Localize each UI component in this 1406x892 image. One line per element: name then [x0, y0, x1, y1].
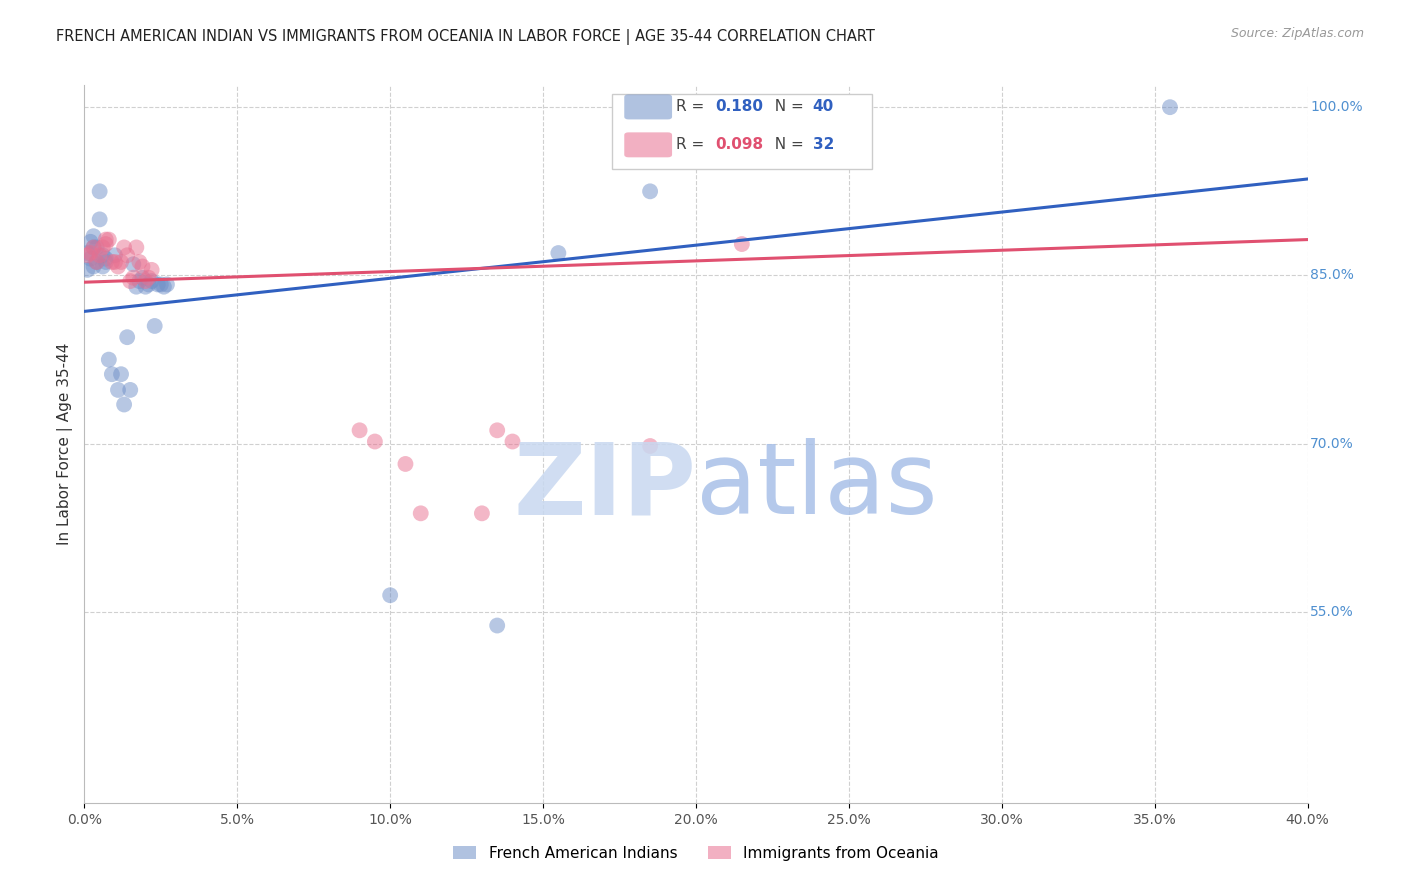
Text: Source: ZipAtlas.com: Source: ZipAtlas.com: [1230, 27, 1364, 40]
Point: [143, 318, 166, 333]
Point: [138, 270, 160, 285]
Point: [91, 248, 114, 262]
Point: [502, 434, 524, 449]
Point: [110, 255, 132, 269]
Point: [89, 212, 111, 227]
Point: [120, 274, 142, 288]
Point: [394, 457, 416, 471]
Point: [107, 383, 129, 397]
Point: [79, 246, 101, 260]
Point: [79, 252, 101, 266]
Point: [89, 248, 111, 262]
Point: [364, 434, 387, 449]
Text: 85.0%: 85.0%: [1310, 268, 1354, 283]
Point: [128, 255, 150, 269]
Point: [486, 618, 509, 632]
Point: [107, 260, 129, 274]
Point: [156, 277, 179, 292]
Point: [146, 277, 169, 292]
Point: [125, 279, 148, 293]
Point: [76, 263, 98, 277]
Point: [471, 506, 494, 520]
Point: [83, 240, 105, 254]
Text: 0.180: 0.180: [716, 99, 763, 114]
Point: [89, 184, 111, 198]
Text: FRENCH AMERICAN INDIAN VS IMMIGRANTS FROM OCEANIA IN LABOR FORCE | AGE 35-44 COR: FRENCH AMERICAN INDIAN VS IMMIGRANTS FRO…: [56, 29, 875, 45]
Point: [731, 237, 754, 252]
Point: [79, 235, 101, 249]
Text: atlas: atlas: [696, 438, 938, 535]
Text: 100.0%: 100.0%: [1310, 100, 1362, 114]
Point: [349, 423, 371, 437]
Point: [112, 240, 135, 254]
Text: 70.0%: 70.0%: [1310, 437, 1354, 450]
Point: [83, 240, 105, 254]
Text: N =: N =: [765, 137, 808, 153]
Point: [86, 255, 108, 269]
Text: 40: 40: [813, 99, 834, 114]
Point: [76, 246, 98, 260]
Point: [128, 274, 150, 288]
Point: [141, 274, 163, 288]
Point: [76, 248, 98, 262]
Point: [97, 233, 120, 247]
Point: [97, 352, 120, 367]
Point: [115, 330, 138, 344]
Point: [94, 252, 117, 266]
Point: [110, 368, 132, 382]
Point: [135, 279, 157, 293]
Point: [638, 439, 661, 453]
Point: [104, 248, 127, 262]
Point: [380, 588, 402, 602]
Point: [131, 260, 153, 274]
Point: [138, 277, 160, 292]
Point: [149, 277, 172, 292]
Point: [86, 255, 108, 269]
Point: [101, 255, 124, 269]
Point: [486, 423, 509, 437]
Point: [135, 274, 157, 288]
Text: 32: 32: [813, 137, 834, 153]
Text: ZIP: ZIP: [513, 438, 696, 535]
Text: R =: R =: [676, 137, 710, 153]
Point: [83, 229, 105, 244]
Point: [91, 260, 114, 274]
Y-axis label: In Labor Force | Age 35-44: In Labor Force | Age 35-44: [58, 343, 73, 545]
Point: [409, 506, 432, 520]
Point: [547, 246, 569, 260]
Point: [112, 397, 135, 411]
Text: 55.0%: 55.0%: [1310, 605, 1354, 619]
Point: [1159, 100, 1181, 114]
Point: [131, 270, 153, 285]
Text: R =: R =: [676, 99, 710, 114]
Point: [141, 263, 163, 277]
Text: 0.098: 0.098: [716, 137, 763, 153]
Point: [120, 383, 142, 397]
Point: [125, 240, 148, 254]
Point: [94, 237, 117, 252]
Point: [94, 255, 117, 269]
Text: N =: N =: [765, 99, 808, 114]
Point: [115, 248, 138, 262]
Legend: French American Indians, Immigrants from Oceania: French American Indians, Immigrants from…: [447, 839, 945, 867]
Point: [104, 255, 127, 269]
Point: [638, 184, 661, 198]
Point: [101, 368, 124, 382]
Point: [91, 240, 114, 254]
Point: [122, 257, 145, 271]
Point: [86, 240, 108, 254]
Point: [153, 279, 176, 293]
Point: [122, 270, 145, 285]
Point: [83, 260, 105, 274]
Point: [94, 233, 117, 247]
